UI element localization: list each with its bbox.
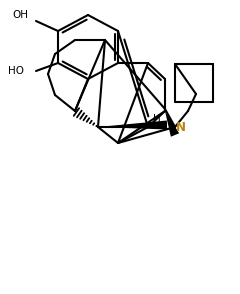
Text: N: N [176, 121, 186, 133]
Text: HO: HO [8, 66, 24, 76]
Polygon shape [98, 121, 167, 129]
Polygon shape [165, 111, 179, 137]
Text: H: H [153, 114, 161, 124]
Text: OH: OH [12, 10, 28, 20]
